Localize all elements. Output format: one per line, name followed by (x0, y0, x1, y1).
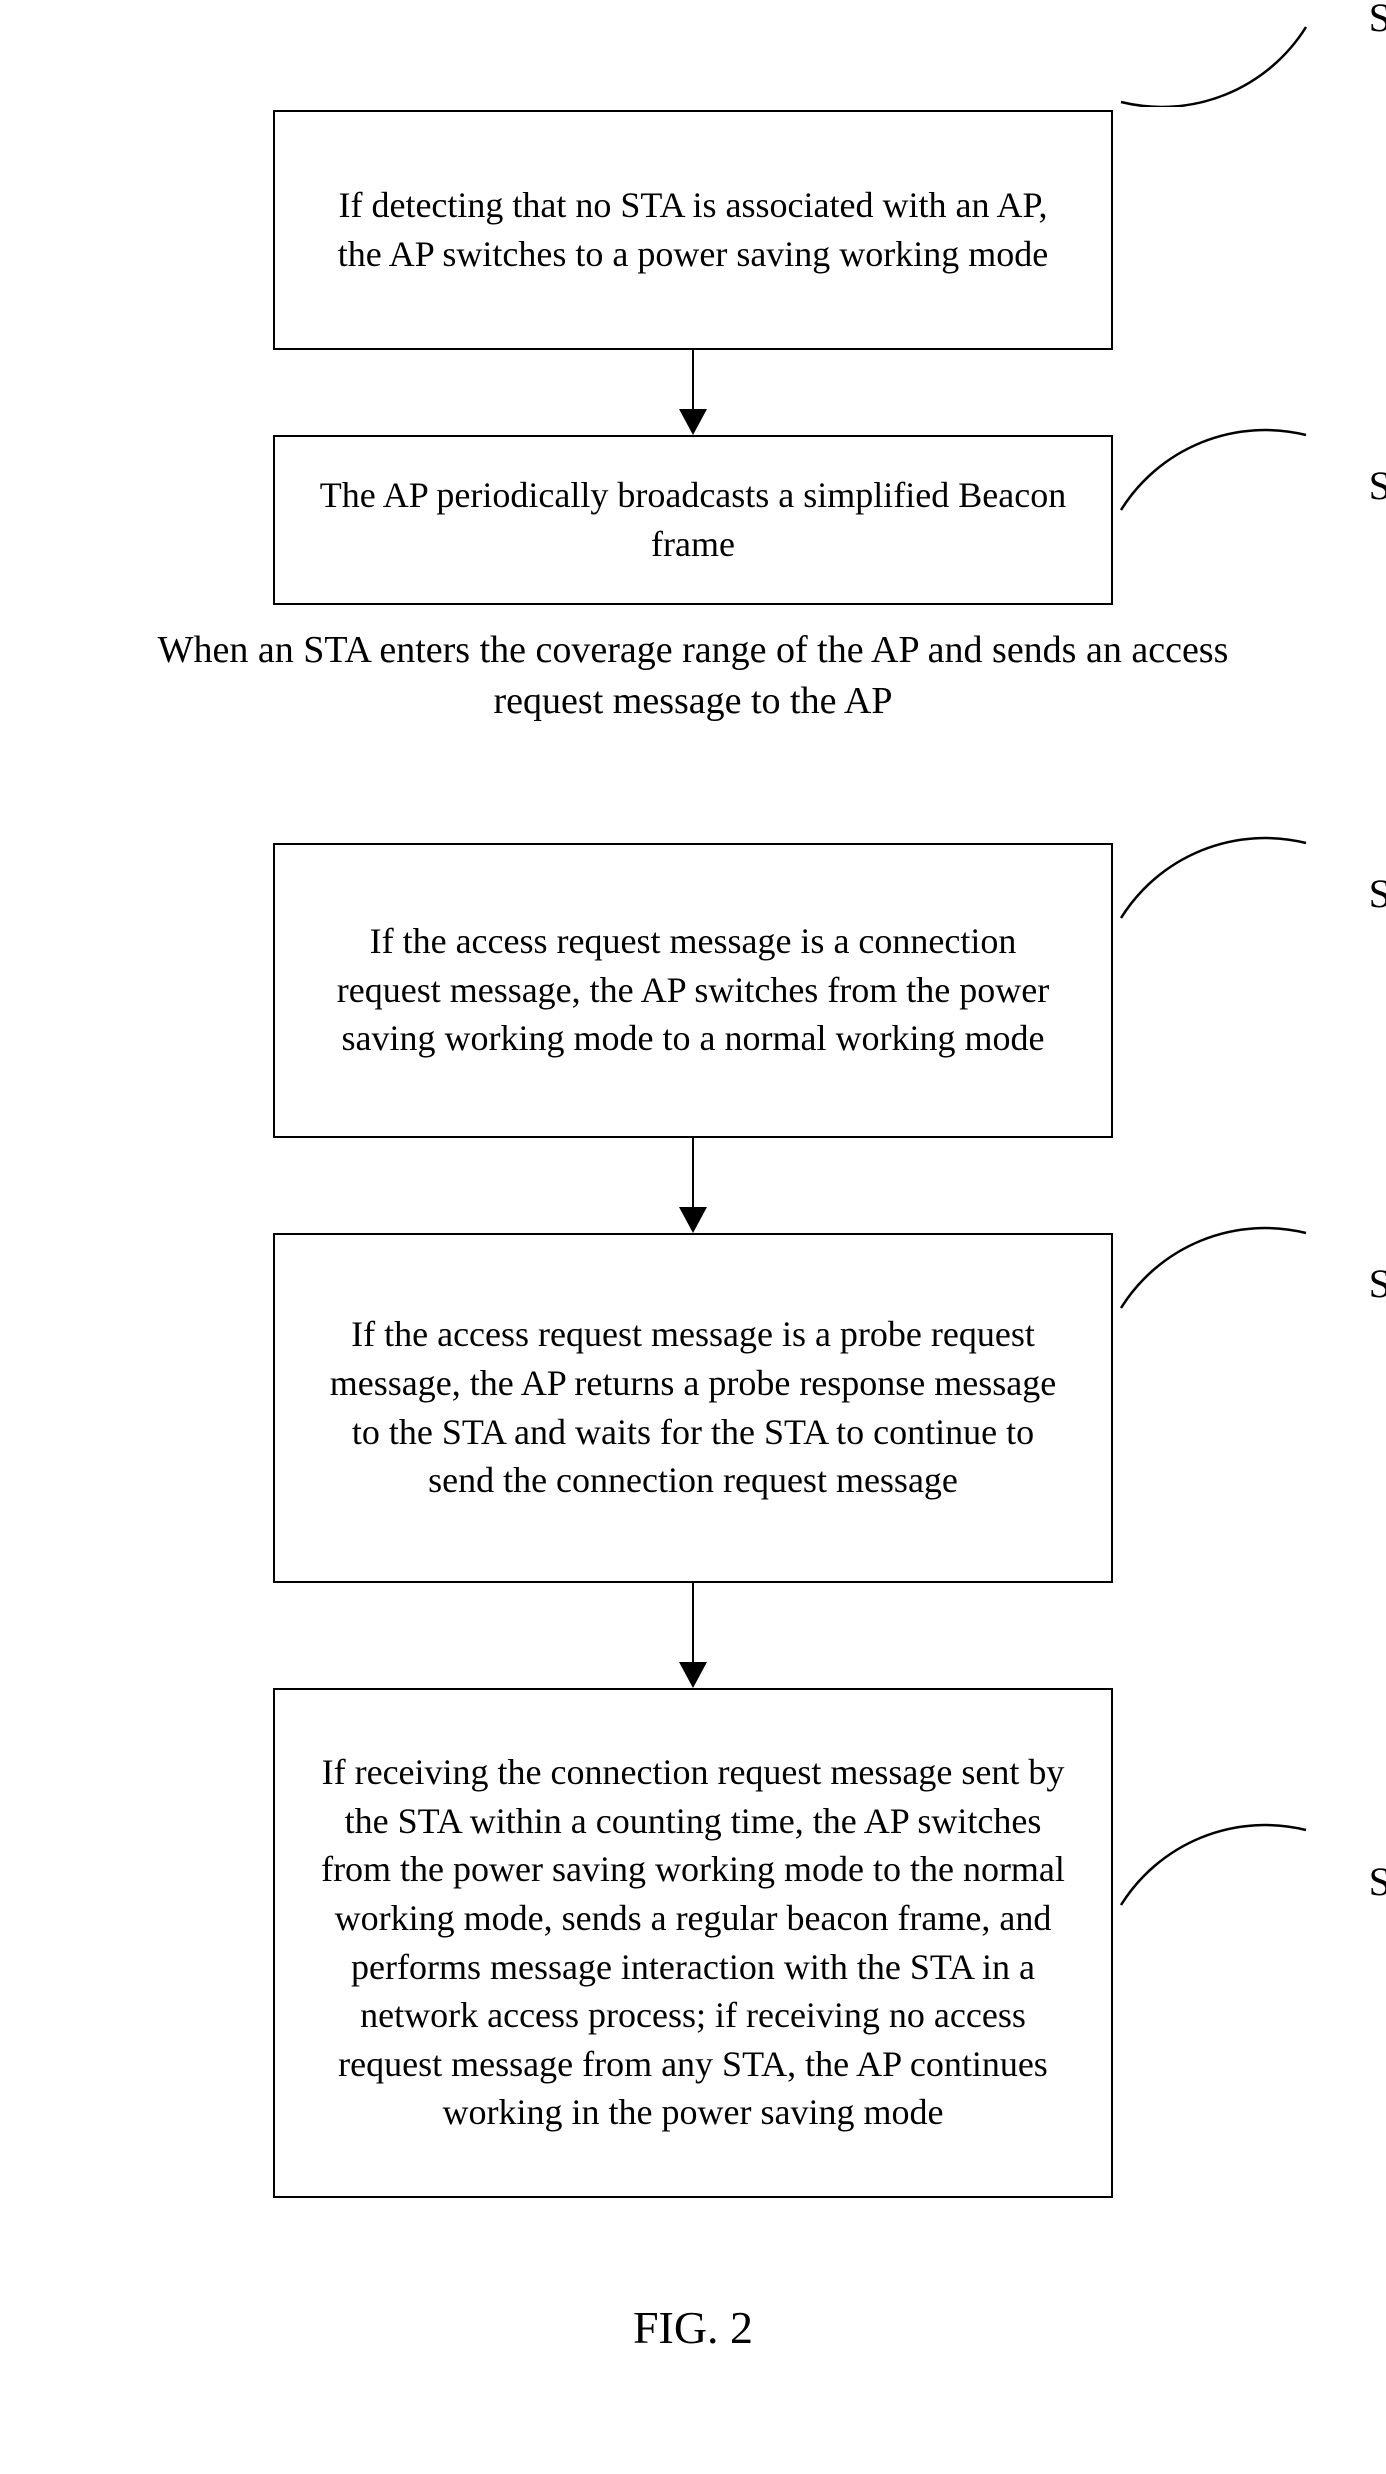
flow-node-s202: The AP periodically broadcasts a simplif… (273, 435, 1113, 605)
arrow-head-icon (679, 1207, 707, 1233)
flow-node-s204-text: If the access request message is a probe… (315, 1310, 1071, 1504)
callout-line-icon (1116, 833, 1316, 923)
flow-node-s205-text: If receiving the connection request mess… (315, 1748, 1071, 2137)
arrow-4-5 (679, 1583, 707, 1688)
callout-s205 (1116, 1820, 1316, 1910)
flow-node-s202-text: The AP periodically broadcasts a simplif… (315, 471, 1071, 568)
flow-node-s201-text: If detecting that no STA is associated w… (315, 181, 1071, 278)
figure-caption: FIG. 2 (0, 2301, 1386, 2354)
page: If detecting that no STA is associated w… (0, 0, 1386, 2474)
flow-node-s201: If detecting that no STA is associated w… (273, 110, 1113, 350)
arrow-shaft-icon (692, 1138, 694, 1208)
label-s203: S203 (1369, 870, 1386, 917)
arrow-3-4 (679, 1138, 707, 1233)
label-s201: S201 (1369, 0, 1386, 41)
callout-line-icon (1116, 425, 1316, 515)
label-s202: S202 (1369, 462, 1386, 509)
label-s205: S205 (1369, 1858, 1386, 1905)
arrow-head-icon (679, 1662, 707, 1688)
flow-node-s205: If receiving the connection request mess… (273, 1688, 1113, 2198)
flow-node-s203: If the access request message is a conne… (273, 843, 1113, 1138)
arrow-head-icon (679, 409, 707, 435)
transition-text: When an STA enters the coverage range of… (138, 625, 1248, 728)
flow-node-s204: If the access request message is a probe… (273, 1233, 1113, 1583)
callout-s201 (1116, 17, 1316, 107)
arrow-shaft-icon (692, 1583, 694, 1663)
callout-line-icon (1116, 17, 1316, 107)
callout-s202 (1116, 425, 1316, 515)
callout-line-icon (1116, 1223, 1316, 1313)
flow-node-s203-text: If the access request message is a conne… (315, 917, 1071, 1063)
callout-line-icon (1116, 1820, 1316, 1910)
arrow-1-2 (679, 350, 707, 435)
arrow-shaft-icon (692, 350, 694, 410)
flowchart: If detecting that no STA is associated w… (0, 110, 1386, 2198)
callout-s204 (1116, 1223, 1316, 1313)
callout-s203 (1116, 833, 1316, 923)
label-s204: S204 (1369, 1260, 1386, 1307)
